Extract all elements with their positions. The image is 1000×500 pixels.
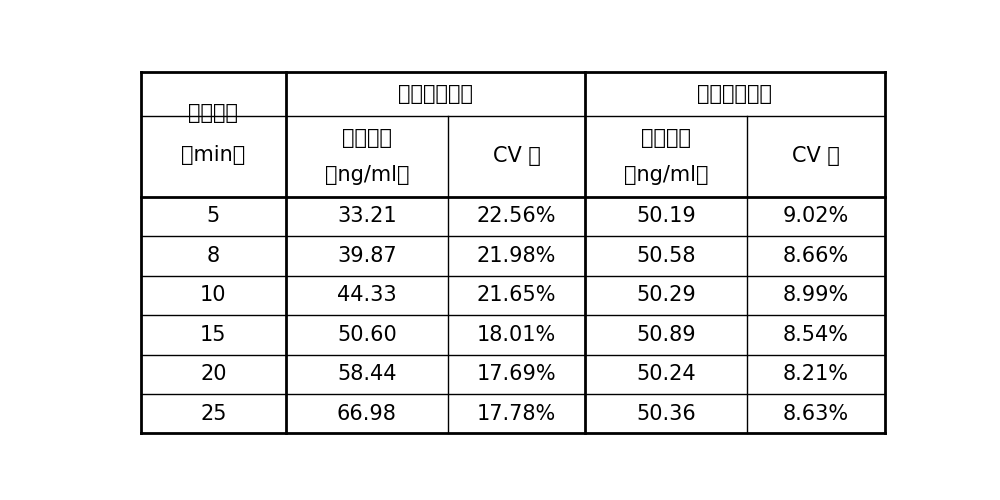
Text: 50.19: 50.19 — [636, 206, 696, 227]
Text: 21.98%: 21.98% — [477, 246, 556, 266]
Text: 10: 10 — [200, 286, 227, 306]
Text: 5: 5 — [207, 206, 220, 227]
Text: 17.78%: 17.78% — [477, 404, 556, 423]
Text: 测定均值: 测定均值 — [342, 128, 392, 148]
Text: 58.44: 58.44 — [337, 364, 397, 384]
Text: 44.33: 44.33 — [337, 286, 397, 306]
Text: 25: 25 — [200, 404, 227, 423]
Text: 8.54%: 8.54% — [783, 325, 849, 345]
Text: CV 值: CV 值 — [493, 146, 540, 166]
Text: 66.98: 66.98 — [337, 404, 397, 423]
Text: 50.29: 50.29 — [636, 286, 696, 306]
Text: 33.21: 33.21 — [337, 206, 397, 227]
Text: 8: 8 — [207, 246, 220, 266]
Text: 8.63%: 8.63% — [783, 404, 849, 423]
Text: 50.58: 50.58 — [636, 246, 696, 266]
Text: （min）: （min） — [181, 146, 245, 166]
Text: 50.89: 50.89 — [636, 325, 696, 345]
Text: 9.02%: 9.02% — [783, 206, 849, 227]
Text: 17.69%: 17.69% — [477, 364, 556, 384]
Text: 8.99%: 8.99% — [783, 286, 849, 306]
Text: 15: 15 — [200, 325, 227, 345]
Text: 8.66%: 8.66% — [783, 246, 849, 266]
Text: 21.65%: 21.65% — [477, 286, 556, 306]
Text: 50.24: 50.24 — [636, 364, 696, 384]
Text: 20: 20 — [200, 364, 227, 384]
Text: 检测时间: 检测时间 — [188, 103, 238, 123]
Text: （ng/ml）: （ng/ml） — [624, 164, 708, 184]
Text: 50.60: 50.60 — [337, 325, 397, 345]
Text: 50.36: 50.36 — [636, 404, 696, 423]
Text: 22.56%: 22.56% — [477, 206, 556, 227]
Text: 测定均值: 测定均值 — [641, 128, 691, 148]
Text: 对照试剂卡二: 对照试剂卡二 — [398, 84, 473, 103]
Text: 18.01%: 18.01% — [477, 325, 556, 345]
Text: 39.87: 39.87 — [337, 246, 397, 266]
Text: 本发明试剂卡: 本发明试剂卡 — [697, 84, 772, 103]
Text: CV 值: CV 值 — [792, 146, 840, 166]
Text: 8.21%: 8.21% — [783, 364, 849, 384]
Text: （ng/ml）: （ng/ml） — [325, 164, 409, 184]
